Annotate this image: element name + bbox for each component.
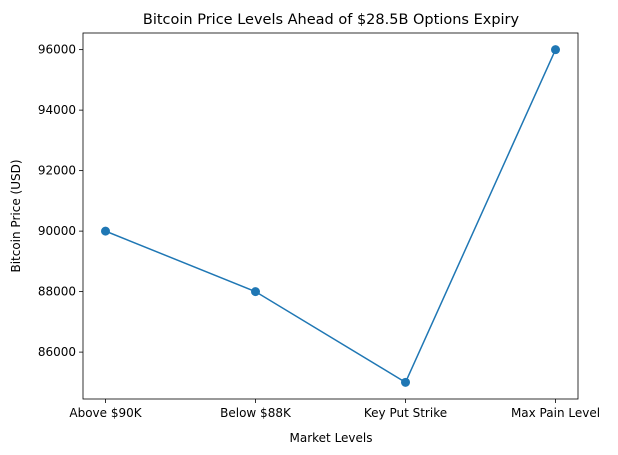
plot-frame [82, 32, 579, 400]
x-tick-label: Below $88K [220, 406, 292, 420]
series-line [105, 49, 557, 384]
y-tick-label: 90000 [38, 224, 76, 238]
data-point [101, 226, 110, 236]
y-tick-label: 86000 [38, 345, 76, 359]
x-tick-label: Max Pain Level [511, 406, 600, 420]
data-point [251, 287, 260, 297]
x-tick-label: Above $90K [69, 406, 142, 420]
y-axis-label: Bitcoin Price (USD) [9, 159, 23, 272]
y-tick-label: 88000 [38, 285, 76, 299]
y-tick-label: 92000 [38, 164, 76, 178]
x-tick-label: Key Put Strike [364, 406, 447, 420]
data-point [551, 45, 560, 55]
chart-title: Bitcoin Price Levels Ahead of $28.5B Opt… [143, 12, 520, 28]
x-axis-label: Market Levels [290, 431, 373, 445]
y-tick-label: 96000 [38, 43, 76, 57]
y-tick-label: 94000 [38, 103, 76, 117]
data-point [401, 377, 410, 387]
